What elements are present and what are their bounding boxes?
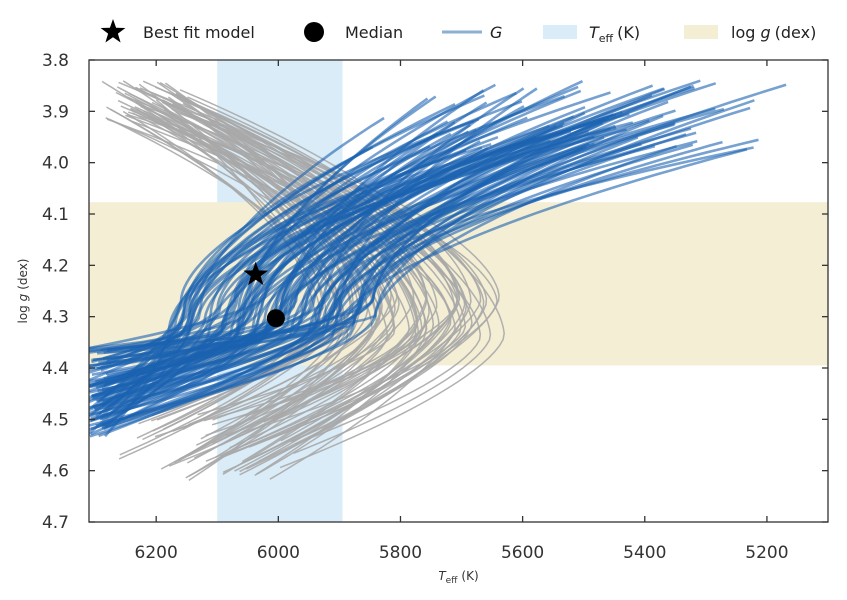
legend-teff-unit: (K) (617, 23, 640, 42)
gray-track-line (154, 93, 438, 423)
y-axis-label-italic: g (16, 293, 30, 301)
y-tick-label: 4.5 (42, 410, 69, 430)
legend-logg-main: log (731, 23, 760, 42)
y-axis-ticks: 3.8 3.9 4.0 4.1 4.2 4.3 4.4 4.5 4.6 4.7 (42, 51, 828, 533)
x-tick-label: 5200 (745, 543, 788, 563)
plot-frame (88, 59, 829, 523)
blue-track-line (106, 87, 665, 353)
legend-logg-italic: g (760, 23, 770, 42)
legend-teff-label: Teff (K) (589, 23, 640, 45)
gray-track-line (182, 102, 427, 477)
legend-teff-sub: eff (599, 32, 614, 45)
x-tick-label: 6000 (257, 543, 300, 563)
x-tick-label: 5400 (623, 543, 666, 563)
blue-track-line (102, 123, 471, 403)
blue-track-line (94, 117, 610, 411)
legend-teff-main: T (589, 23, 600, 42)
x-axis-label-main: T (438, 569, 447, 583)
y-axis-label: log g (dex) (16, 259, 30, 324)
x-tick-label: 5600 (501, 543, 544, 563)
x-axis-ticks: 6200 6000 5800 5600 5400 5200 (135, 60, 789, 563)
legend-median-icon (304, 22, 324, 42)
blue-track-line (89, 121, 604, 438)
legend-teff-patch-icon (543, 25, 577, 39)
legend: Best fit model Median G Teff (K) log g (de… (100, 19, 816, 45)
y-tick-label: 3.9 (42, 102, 69, 122)
gray-track-line (127, 96, 482, 445)
best-fit-star-marker (243, 261, 269, 286)
y-tick-label: 4.2 (42, 256, 69, 276)
blue-track-line (89, 144, 678, 427)
x-tick-label: 5800 (379, 543, 422, 563)
x-axis-label: Teff (K) (438, 569, 478, 586)
y-tick-label: 4.3 (42, 308, 69, 328)
y-tick-label: 4.0 (42, 154, 69, 174)
legend-logg-unit: (dex) (775, 23, 817, 42)
gray-track-line (138, 103, 468, 480)
blue-track-line (92, 127, 611, 398)
y-tick-label: 4.7 (42, 513, 69, 533)
legend-best-fit-label: Best fit model (143, 23, 255, 42)
x-axis-label-sub: eff (446, 576, 459, 586)
x-tick-label: 6200 (135, 543, 178, 563)
y-tick-label: 4.4 (42, 359, 69, 379)
blue-track-line (89, 135, 595, 382)
gray-track-line (171, 108, 485, 470)
gray-track-line (187, 100, 505, 469)
y-axis-label-unit: (dex) (16, 259, 30, 290)
gray-track-line (173, 113, 383, 464)
blue-track-line (103, 130, 589, 387)
legend-logg-patch-icon (684, 25, 718, 39)
gray-track-line (115, 91, 395, 447)
y-tick-label: 3.8 (42, 51, 69, 71)
gray-track-line (196, 112, 492, 454)
markers-layer (243, 261, 285, 328)
blue-track-line (95, 87, 525, 383)
median-marker (266, 309, 285, 328)
y-tick-label: 4.6 (42, 462, 69, 482)
blue-track-line (95, 100, 523, 418)
legend-median-label: Median (345, 23, 403, 42)
gray-track-line (162, 99, 435, 465)
legend-g-label: G (490, 23, 502, 42)
legend-star-icon (100, 19, 126, 43)
legend-logg-label: log g (dex) (731, 23, 816, 42)
blue-track-line (95, 119, 650, 402)
blue-track-line (89, 143, 694, 409)
gray-tracks-layer (101, 80, 505, 482)
y-tick-label: 4.1 (42, 205, 69, 225)
y-axis-label-main: log (16, 301, 30, 323)
x-axis-label-unit: (K) (461, 569, 478, 583)
